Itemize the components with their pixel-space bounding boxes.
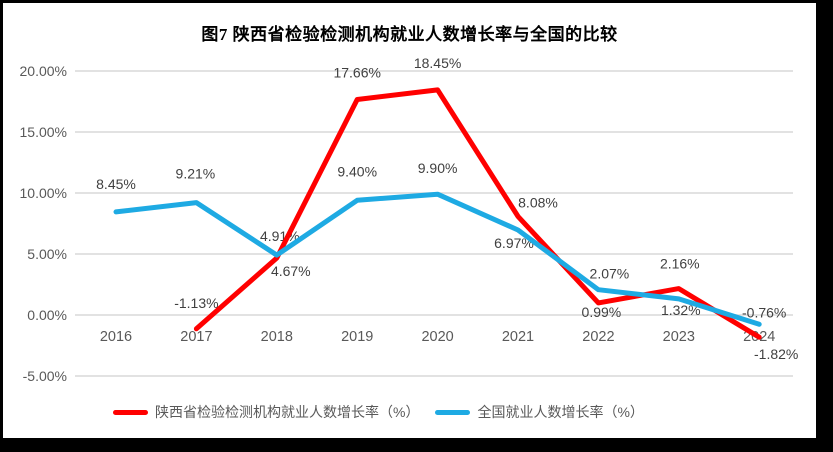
legend-red-dash-icon (113, 409, 148, 415)
legend-label-shaanxi: 陕西省检验检测机构就业人数增长率（%） (155, 404, 420, 420)
legend: 陕西省检验检测机构就业人数增长率（%） 全国就业人数增长率（%） (113, 402, 644, 422)
chart-canvas: 图7 陕西省检验检测机构就业人数增长率与全国的比较 陕西省检验检测机构就业人数增… (3, 3, 816, 438)
legend-label-national: 全国就业人数增长率（%） (477, 404, 644, 420)
legend-item-national: 全国就业人数增长率（%） (435, 402, 644, 422)
legend-item-shaanxi: 陕西省检验检测机构就业人数增长率（%） (113, 402, 419, 422)
legend-blue-dash-icon (435, 409, 471, 415)
chart-title: 图7 陕西省检验检测机构就业人数增长率与全国的比较 (201, 25, 618, 44)
